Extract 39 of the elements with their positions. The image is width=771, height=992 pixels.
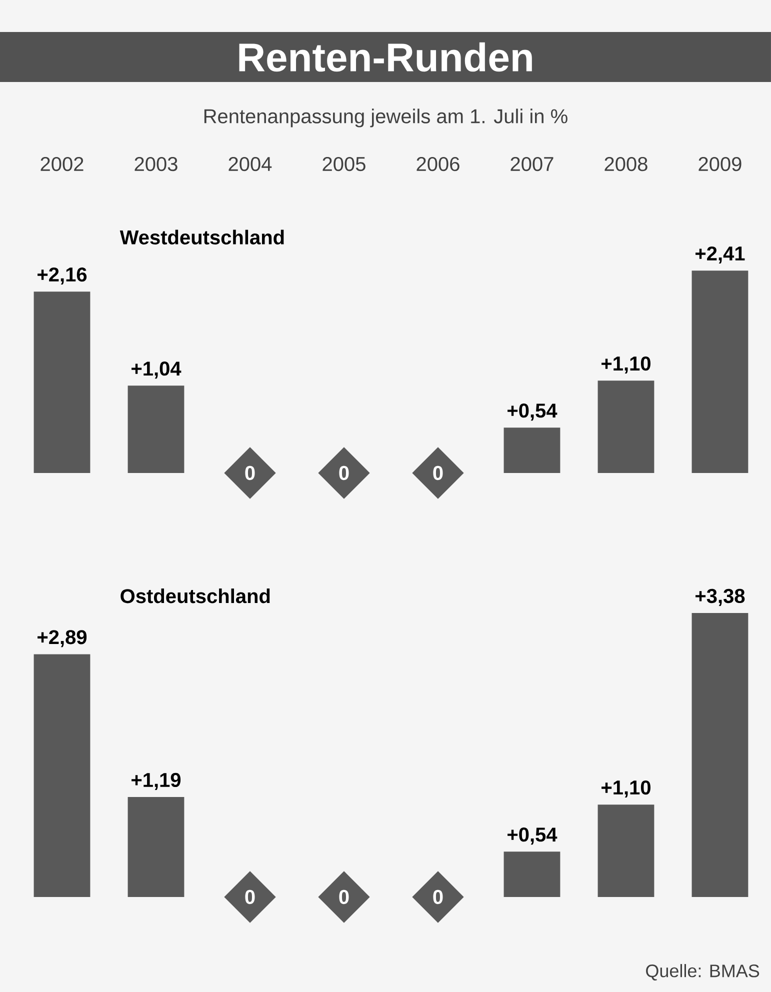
data-label: 0	[433, 466, 443, 480]
text: Ostdeutschland	[120, 588, 270, 604]
x-tick-label: 2003	[134, 156, 178, 172]
data-label: 0	[245, 466, 255, 480]
data-label: +0,54	[508, 828, 558, 845]
bar	[598, 804, 654, 897]
data-label: 0	[245, 890, 255, 904]
data-label: +1,10	[602, 780, 650, 798]
bar	[128, 386, 184, 473]
source-note: Quelle: BMAS	[646, 964, 760, 980]
data-label: 0	[339, 890, 349, 904]
data-label: +1,04	[132, 362, 182, 379]
data-label: +0,54	[508, 404, 558, 421]
x-tick-label: 2008	[604, 156, 648, 172]
bar	[598, 380, 654, 473]
x-tick-label: 2002	[40, 156, 84, 172]
x-tick-label: 2005	[322, 156, 366, 172]
bar	[504, 428, 560, 473]
data-label: +2,16	[38, 267, 87, 285]
bar	[692, 270, 748, 473]
bar	[692, 613, 748, 897]
data-label: +3,38	[696, 588, 745, 606]
text: Westdeutschland	[120, 230, 284, 244]
chart-title: Renten-Runden	[239, 42, 532, 72]
chart-subtitle: Rentenanpassung jeweils am 1. Juli in %	[204, 108, 568, 128]
x-tick-label: 2007	[510, 156, 554, 172]
data-label: 0	[433, 890, 443, 904]
x-tick-label: 2006	[416, 156, 460, 172]
data-label: +2,41	[696, 246, 745, 264]
data-label: +1,10	[602, 356, 650, 374]
x-tick-label: 2004	[228, 156, 272, 172]
bar	[128, 797, 184, 897]
bar	[34, 654, 90, 897]
data-label: +1,19	[132, 772, 181, 790]
x-tick-label: 2009	[698, 156, 742, 172]
bar	[34, 292, 90, 473]
data-label: 0	[339, 466, 349, 480]
bar	[504, 852, 560, 897]
data-label: +2,89	[38, 630, 87, 648]
